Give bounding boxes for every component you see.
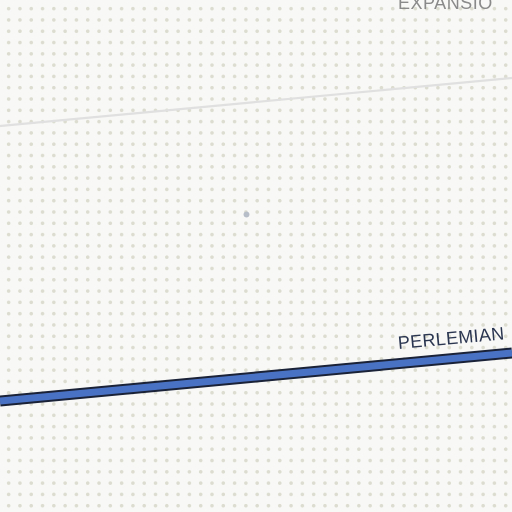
poi-marker[interactable]: [243, 211, 250, 218]
minor-road[interactable]: [0, 76, 512, 128]
major-road-perlemian[interactable]: [0, 349, 512, 405]
area-label: EXPANSIO: [398, 0, 493, 13]
